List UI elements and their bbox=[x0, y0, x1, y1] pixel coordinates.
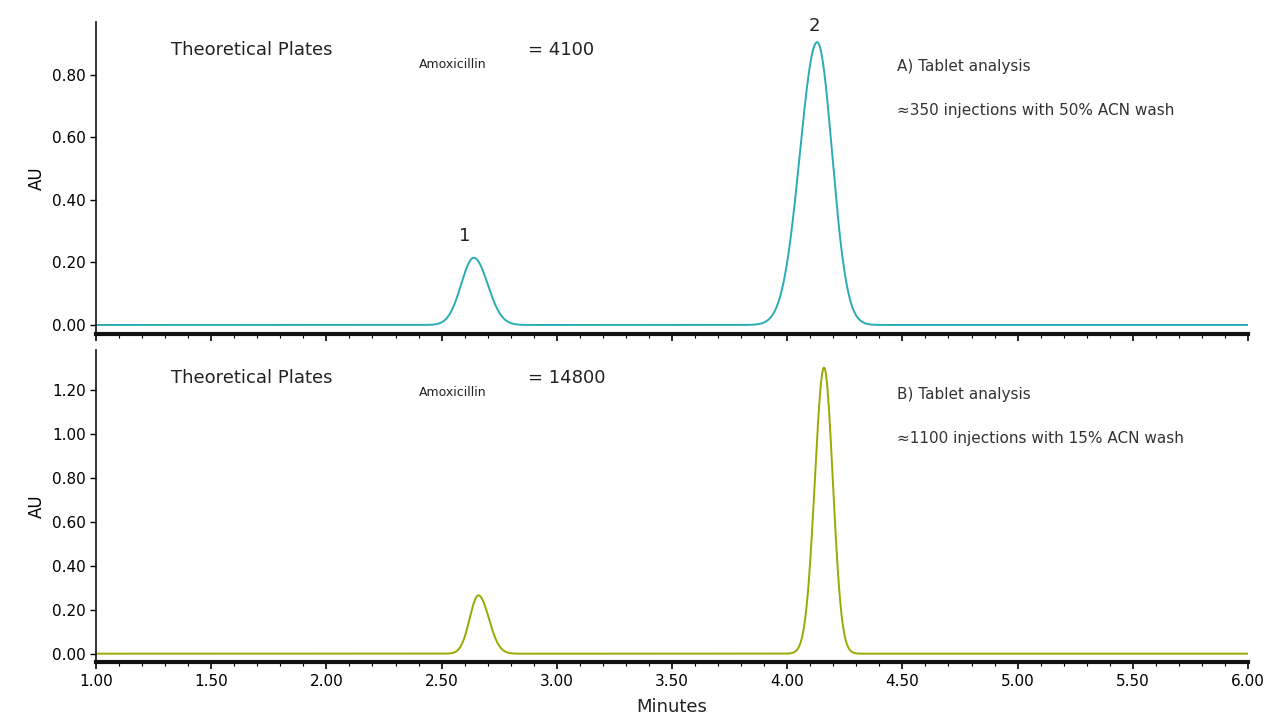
Text: A) Tablet analysis: A) Tablet analysis bbox=[896, 60, 1030, 74]
Y-axis label: AU: AU bbox=[28, 166, 46, 190]
Text: B) Tablet analysis: B) Tablet analysis bbox=[896, 387, 1030, 403]
X-axis label: Minutes: Minutes bbox=[636, 697, 708, 716]
Text: = 14800: = 14800 bbox=[529, 368, 605, 387]
Text: ≈350 injections with 50% ACN wash: ≈350 injections with 50% ACN wash bbox=[896, 103, 1174, 118]
Text: Amoxicillin: Amoxicillin bbox=[419, 386, 486, 399]
Text: Theoretical Plates: Theoretical Plates bbox=[172, 41, 333, 58]
Text: Amoxicillin: Amoxicillin bbox=[419, 58, 486, 71]
Text: 1: 1 bbox=[460, 226, 470, 245]
Text: Theoretical Plates: Theoretical Plates bbox=[172, 368, 333, 387]
Text: 2: 2 bbox=[809, 17, 820, 35]
Text: = 4100: = 4100 bbox=[529, 41, 594, 58]
Y-axis label: AU: AU bbox=[28, 494, 46, 518]
Text: ≈1100 injections with 15% ACN wash: ≈1100 injections with 15% ACN wash bbox=[896, 431, 1184, 446]
